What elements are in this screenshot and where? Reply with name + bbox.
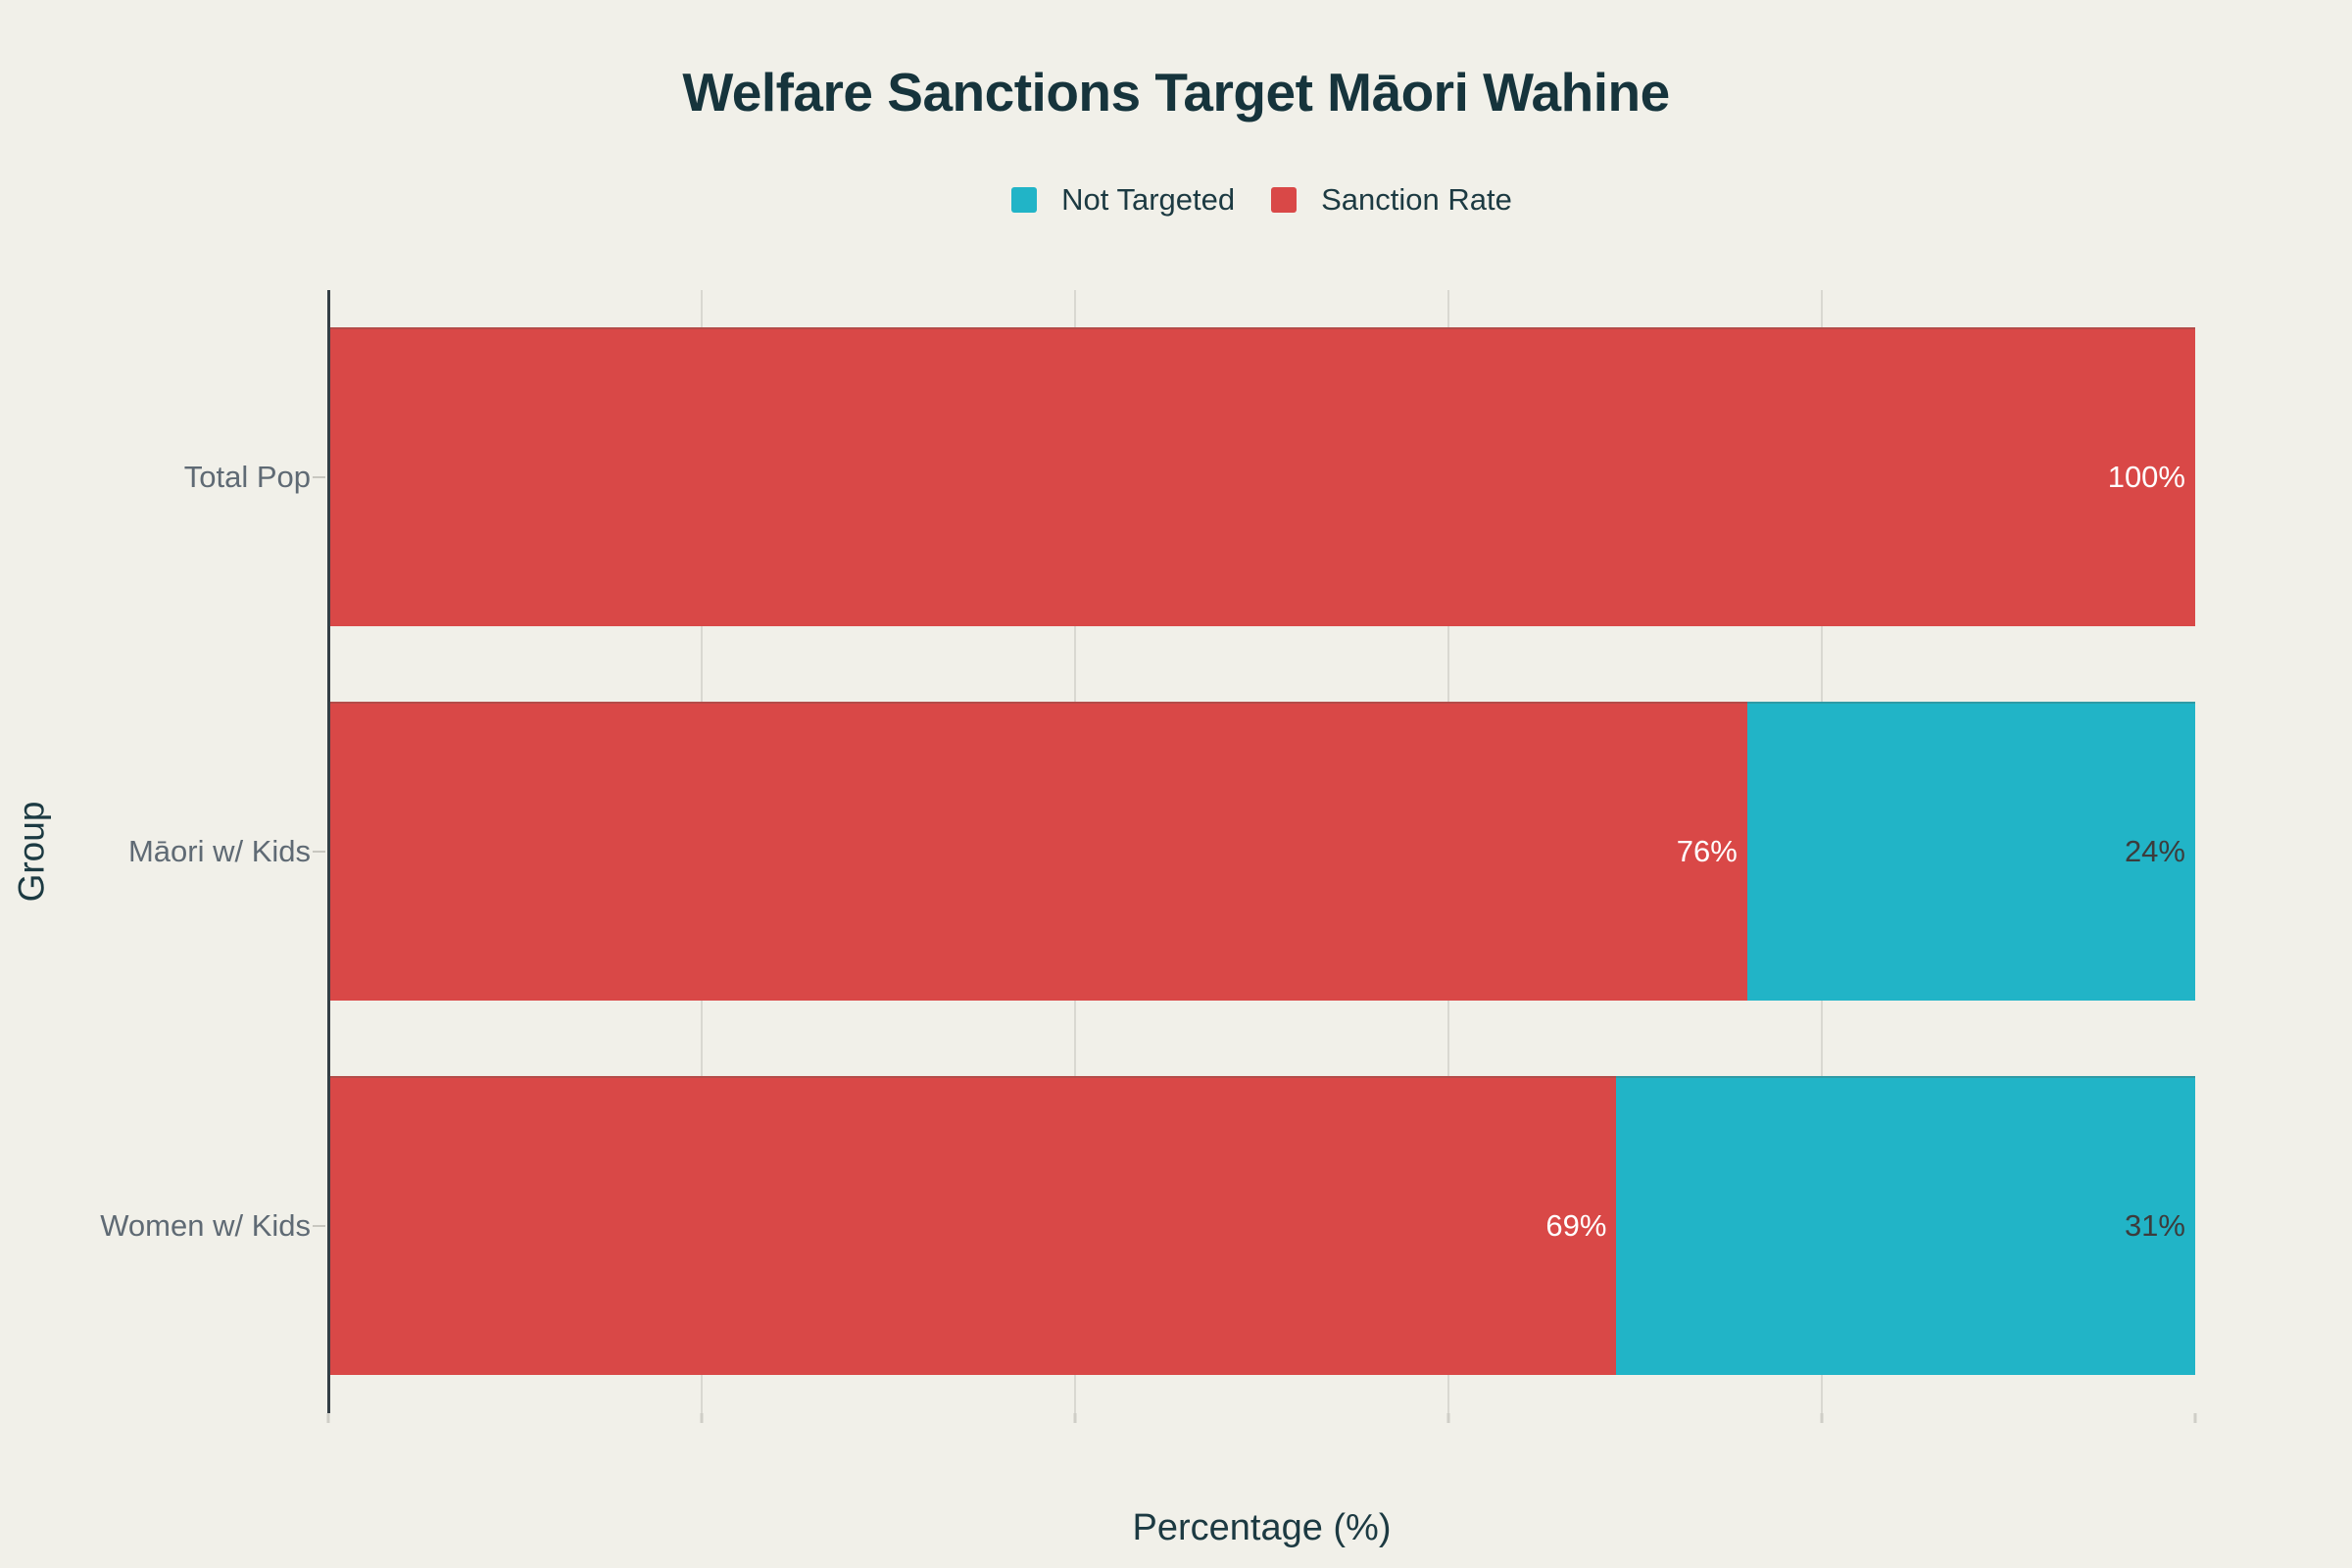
legend-swatch-not-targeted bbox=[1011, 187, 1038, 213]
x-tick-mark-20 bbox=[700, 1413, 704, 1423]
y-category-label-total-pop: Total Pop bbox=[183, 460, 311, 494]
y-tick-mark-total-pop bbox=[313, 476, 325, 478]
legend-item-not-targeted[interactable]: Not Targeted bbox=[1011, 182, 1235, 218]
x-tick-mark-0 bbox=[326, 1413, 330, 1423]
bar-row-maori-w-kids: 76% 24% bbox=[328, 702, 2195, 1001]
legend-label-sanction-rate: Sanction Rate bbox=[1321, 182, 1512, 217]
bar-value-label: 69% bbox=[1545, 1207, 1607, 1243]
y-axis-title: Group bbox=[8, 290, 55, 1413]
x-tick-mark-80 bbox=[1820, 1413, 1824, 1423]
bar-segment-not-targeted: 24% bbox=[1746, 702, 2195, 1001]
bar-segment-sanction-rate: 100% bbox=[328, 327, 2195, 626]
legend-label-not-targeted: Not Targeted bbox=[1061, 182, 1236, 217]
y-tick-mark-women-w-kids bbox=[313, 1225, 325, 1227]
x-tick-mark-100 bbox=[2193, 1413, 2197, 1423]
bar-segment-sanction-rate: 69% bbox=[328, 1076, 1617, 1375]
bar-row-total-pop: 100% bbox=[328, 327, 2195, 626]
y-axis-title-text: Group bbox=[11, 801, 51, 903]
bar-segment-not-targeted: 31% bbox=[1616, 1076, 2195, 1375]
legend: Not Targeted Sanction Rate bbox=[328, 178, 2195, 221]
x-axis-title: Percentage (%) bbox=[1132, 1507, 1392, 1548]
legend-swatch-sanction-rate bbox=[1271, 187, 1298, 213]
legend-item-sanction-rate[interactable]: Sanction Rate bbox=[1271, 182, 1512, 218]
y-axis-line bbox=[327, 290, 330, 1413]
y-tick-mark-maori-w-kids bbox=[313, 851, 325, 853]
bar-row-women-w-kids: 69% 31% bbox=[328, 1076, 2195, 1375]
bar-value-label: 100% bbox=[2107, 459, 2185, 494]
y-category-label-women-w-kids: Women w/ Kids bbox=[100, 1208, 311, 1243]
bar-segment-sanction-rate: 76% bbox=[328, 702, 1747, 1001]
y-category-label-maori-w-kids: Māori w/ Kids bbox=[127, 834, 311, 868]
chart-title: Welfare Sanctions Target Māori Wahine bbox=[682, 62, 1670, 122]
bar-value-label: 31% bbox=[2124, 1207, 2185, 1243]
x-tick-mark-40 bbox=[1073, 1413, 1077, 1423]
bar-value-label: 76% bbox=[1676, 833, 1738, 868]
bar-value-label: 24% bbox=[2124, 833, 2185, 868]
plot-area: 100% 76% 24% 69% 31% bbox=[326, 290, 2197, 1423]
x-tick-mark-60 bbox=[1446, 1413, 1450, 1423]
